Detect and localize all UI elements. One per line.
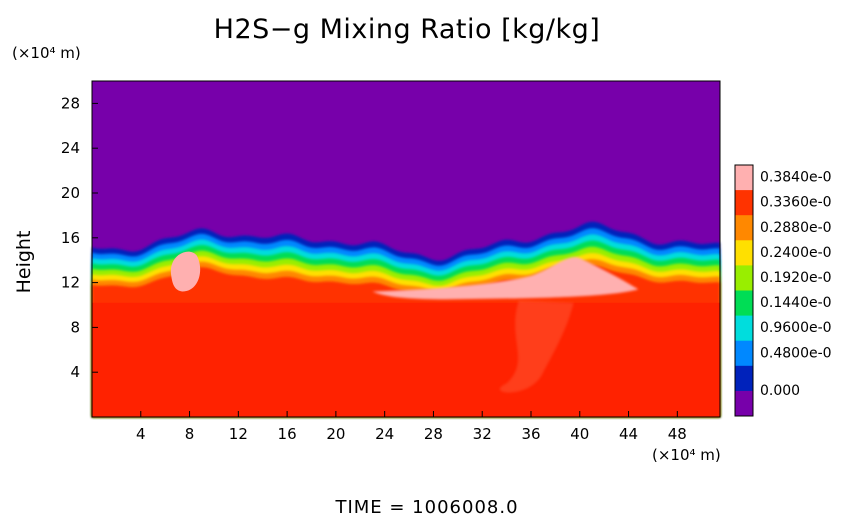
y-tick-label-28: 28 [61, 94, 80, 112]
y-axis-ticks: 4 8 12 16 20 24 28 [61, 94, 98, 381]
lower-field [92, 302, 720, 417]
colorbar-swatch-3 [735, 240, 753, 266]
x-tick-label-20: 20 [326, 425, 345, 443]
x-tick-label-40: 40 [570, 425, 589, 443]
colorbar-label-5: 0.1440e-0 [760, 295, 832, 311]
y-tick-label-16: 16 [61, 229, 80, 247]
colorbar-swatch-6 [735, 315, 753, 342]
x-tick-label-4: 4 [136, 425, 146, 443]
y-tick-label-12: 12 [61, 274, 80, 292]
x-tick-label-8: 8 [185, 425, 195, 443]
plume-right-pink [372, 257, 639, 300]
x-axis-ticks: 4 8 12 16 20 24 28 32 36 40 44 48 [136, 411, 687, 443]
chart-title: H2S−g Mixing Ratio [kg/kg] [213, 14, 601, 45]
colorbar-label-0: 0.3840e-0 [760, 170, 832, 186]
x-tick-label-24: 24 [375, 425, 394, 443]
plume-descending-filament [499, 300, 574, 393]
colorbar-label-7: 0.4800e-0 [760, 345, 832, 361]
colorbar-swatch-0 [735, 165, 753, 191]
colorbar-label-2: 0.2880e-0 [760, 220, 832, 236]
x-tick-label-48: 48 [668, 425, 687, 443]
x-tick-label-36: 36 [521, 425, 540, 443]
x-tick-label-12: 12 [229, 425, 248, 443]
colorbar-label-4: 0.1920e-0 [760, 270, 832, 286]
y-tick-label-20: 20 [61, 184, 80, 202]
colorbar-swatch-9 [735, 390, 753, 417]
colorbar-swatch-7 [735, 340, 753, 367]
y-tick-label-4: 4 [70, 363, 80, 381]
y-axis-unit: (×10⁴ m) [12, 44, 81, 62]
x-tick-label-44: 44 [619, 425, 638, 443]
colorbar-label-8: 0.000 [760, 383, 800, 399]
colorbar-label-3: 0.2400e-0 [760, 245, 832, 261]
colorbar-frame [734, 164, 754, 417]
plot-frame [91, 80, 721, 418]
x-axis-unit: (×10⁴ m) [652, 446, 721, 464]
y-tick-label-8: 8 [70, 318, 80, 336]
x-tick-label-28: 28 [424, 425, 443, 443]
x-tick-label-32: 32 [473, 425, 492, 443]
heatmap-field [92, 81, 720, 417]
colorbar-swatch-5 [735, 290, 753, 317]
colorbar-label-6: 0.9600e-0 [760, 320, 832, 336]
x-tick-label-16: 16 [278, 425, 297, 443]
colorbar: 0.3840e-0 0.3360e-0 0.2880e-0 0.2400e-0 0.19… [734, 164, 832, 417]
colorbar-swatch-1 [735, 190, 753, 216]
colorbar-swatch-4 [735, 265, 753, 291]
time-label: TIME = 1006008.0 [335, 497, 519, 518]
colorbar-swatch-2 [735, 215, 753, 241]
colorbar-swatch-8 [735, 365, 753, 392]
plume-left-pink [170, 251, 201, 292]
colorbar-label-1: 0.3360e-0 [760, 195, 832, 211]
y-tick-label-24: 24 [61, 139, 80, 157]
